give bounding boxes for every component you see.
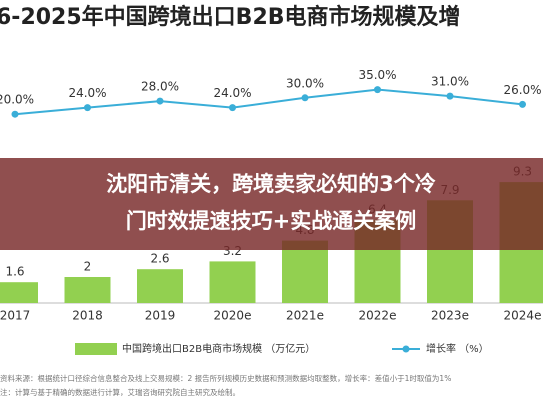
line-value-label: 26.0% — [503, 83, 541, 97]
overlay-banner — [0, 158, 543, 250]
footnote: 资料来源：根据统计口径综合信息整合及线上交易规模：2 报告所列规模历史数据和预测… — [0, 373, 451, 383]
overlay-text: 门时效提速技巧+实战通关案例 — [126, 209, 417, 233]
bar — [209, 261, 256, 303]
line-value-label: 24.0% — [213, 86, 251, 100]
bar — [64, 277, 111, 303]
footnote: 注：计算与基于精确的数据进行计算，艾瑞咨询研究院自主研究及绘制。 — [0, 387, 240, 397]
chart-title: 6-2025年中国跨境出口B2B电商市场规模及增 — [0, 4, 461, 30]
legend-swatch — [75, 343, 117, 355]
growth-marker — [301, 94, 309, 102]
legend-label: 增长率 （%） — [426, 342, 489, 355]
bar — [282, 240, 328, 303]
growth-marker — [84, 104, 91, 112]
line-value-label: 28.0% — [141, 80, 179, 94]
bar-value-label: 2.6 — [150, 252, 169, 266]
growth-marker — [156, 97, 164, 105]
growth-line — [14, 88, 523, 116]
legend-label: 中国跨境出口B2B电商市场规模 （万亿元） — [122, 342, 315, 355]
x-tick-label: 2020e — [214, 309, 252, 323]
line-value-label: 20.0% — [0, 93, 34, 107]
line-value-label: 31.0% — [431, 75, 469, 89]
x-tick-label: 2021e — [286, 309, 324, 323]
line-value-label: 35.0% — [358, 68, 396, 82]
bar-value-label: 1.6 — [5, 265, 24, 279]
line-value-label: 30.0% — [286, 76, 324, 90]
growth-marker — [229, 104, 236, 112]
x-tick-label: 2023e — [431, 309, 469, 323]
growth-marker — [11, 110, 19, 118]
legend-marker — [402, 345, 410, 353]
growth-marker — [374, 86, 381, 94]
x-tick-label: 2019 — [145, 309, 176, 323]
bar — [137, 269, 183, 303]
overlay-text: 沈阳市清关，跨境卖家必知的3个冷 — [106, 172, 436, 196]
line-value-label: 24.0% — [68, 86, 106, 100]
x-tick-label: 2017 — [0, 309, 30, 323]
x-tick-label: 2022e — [359, 309, 397, 323]
growth-marker — [446, 92, 454, 100]
bar-value-label: 2 — [84, 260, 92, 274]
growth-marker — [519, 100, 526, 108]
x-tick-label: 2018 — [72, 309, 103, 323]
x-tick-label: 2024e — [504, 309, 542, 323]
bar — [0, 282, 38, 303]
